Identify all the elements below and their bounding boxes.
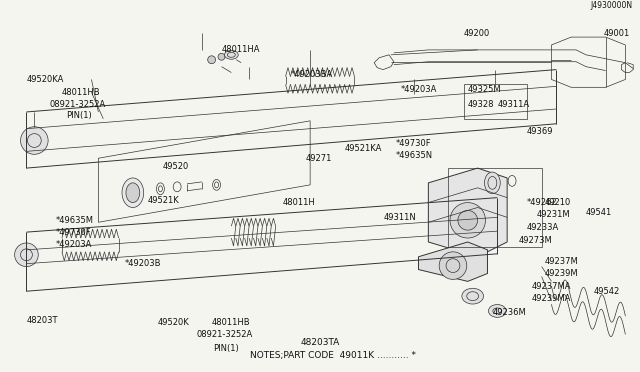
Text: *49203A: *49203A: [56, 240, 92, 250]
Text: *49203B: *49203B: [125, 259, 161, 268]
Text: PIN(1): PIN(1): [66, 111, 92, 121]
Text: 49521KA: 49521KA: [344, 144, 382, 153]
Ellipse shape: [122, 178, 143, 208]
Text: 08921-3252A: 08921-3252A: [49, 100, 106, 109]
Polygon shape: [419, 242, 488, 281]
Text: 49273M: 49273M: [519, 235, 553, 244]
Text: 49542: 49542: [594, 287, 620, 296]
Text: *49730F: *49730F: [396, 139, 431, 148]
Text: 48011HB: 48011HB: [62, 88, 100, 97]
Text: 49239M: 49239M: [545, 269, 578, 278]
Ellipse shape: [462, 288, 483, 304]
Text: PIN(1): PIN(1): [214, 344, 239, 353]
Text: 49520K: 49520K: [157, 318, 189, 327]
Text: *49203BA: *49203BA: [291, 70, 333, 79]
Text: 08921-3252A: 08921-3252A: [197, 330, 253, 339]
Text: 49541: 49541: [586, 208, 612, 217]
Text: 49311A: 49311A: [497, 100, 529, 109]
Text: 49520KA: 49520KA: [26, 75, 64, 84]
Text: *49635M: *49635M: [56, 216, 94, 225]
Text: 48011HB: 48011HB: [212, 318, 250, 327]
Circle shape: [218, 53, 225, 60]
Text: *49203A: *49203A: [401, 85, 437, 94]
Text: 49311N: 49311N: [384, 213, 417, 222]
Text: 48011H: 48011H: [283, 198, 316, 207]
Text: 49271: 49271: [305, 154, 332, 163]
Polygon shape: [428, 168, 507, 257]
Ellipse shape: [126, 183, 140, 203]
Ellipse shape: [488, 305, 506, 317]
Text: 48203T: 48203T: [26, 316, 58, 325]
Text: 49233A: 49233A: [527, 223, 559, 232]
Text: NOTES;PART CODE  49011K ........... *: NOTES;PART CODE 49011K ........... *: [250, 351, 415, 360]
Text: 49239MA: 49239MA: [532, 294, 571, 302]
Text: *49730F: *49730F: [56, 228, 92, 237]
Circle shape: [439, 252, 467, 279]
Circle shape: [450, 203, 486, 238]
Text: 49237MA: 49237MA: [532, 282, 572, 291]
Text: 49236M: 49236M: [492, 308, 526, 317]
Text: 49001: 49001: [604, 29, 630, 38]
Circle shape: [20, 127, 48, 154]
Text: 49200: 49200: [464, 29, 490, 38]
Text: 49369: 49369: [527, 127, 554, 136]
Text: 49325M: 49325M: [468, 85, 501, 94]
Text: 49520: 49520: [163, 161, 189, 171]
Text: 49237M: 49237M: [545, 257, 579, 266]
Text: J4930000N: J4930000N: [590, 1, 632, 10]
Ellipse shape: [484, 172, 500, 194]
Ellipse shape: [225, 50, 238, 59]
Text: *49635N: *49635N: [396, 151, 433, 160]
Text: 48011HA: 48011HA: [221, 45, 260, 54]
Text: 49210: 49210: [545, 198, 571, 207]
Text: 49521K: 49521K: [148, 196, 179, 205]
Circle shape: [208, 56, 216, 64]
Circle shape: [458, 211, 477, 230]
Text: 49328: 49328: [468, 100, 494, 109]
Text: 49231M: 49231M: [537, 210, 570, 219]
Circle shape: [15, 243, 38, 267]
Text: 48203TA: 48203TA: [300, 338, 340, 347]
Text: *49262: *49262: [527, 198, 557, 207]
